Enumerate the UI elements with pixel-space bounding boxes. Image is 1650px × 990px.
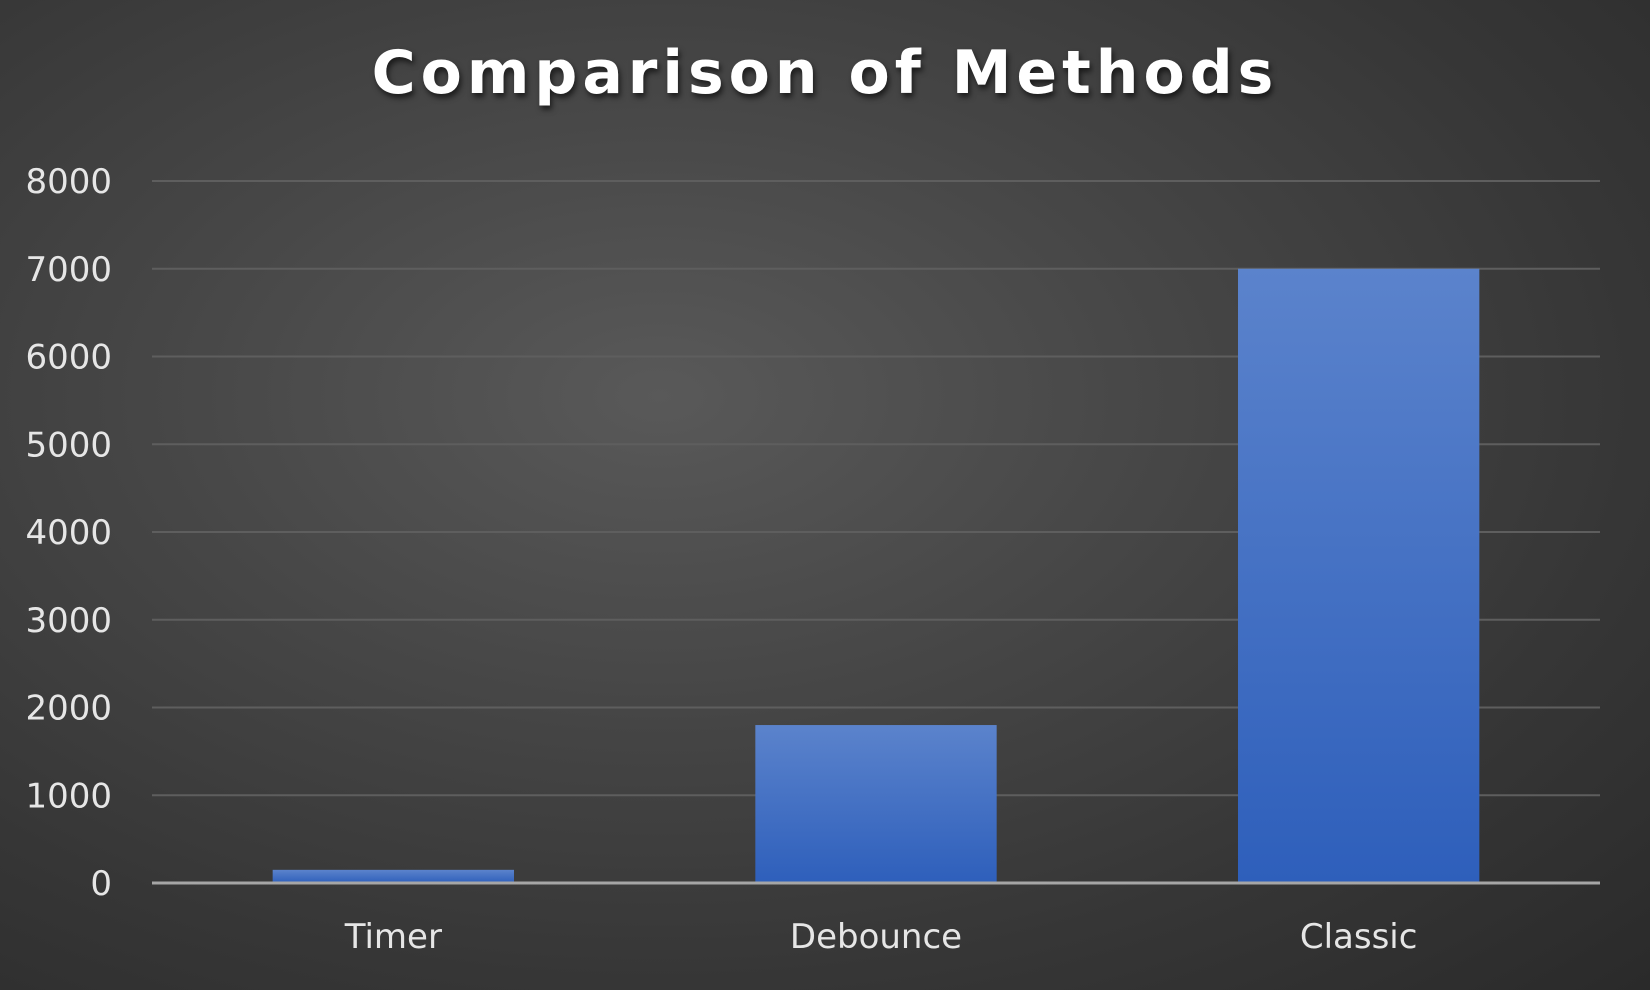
bar-debounce — [755, 725, 997, 883]
y-tick-label: 1000 — [25, 776, 112, 816]
chart-title: Comparison of Methods — [371, 38, 1279, 108]
y-tick-label: 7000 — [25, 250, 112, 290]
y-tick-label: 6000 — [25, 338, 112, 378]
x-category-label: Debounce — [790, 917, 962, 957]
y-tick-label: 5000 — [25, 425, 112, 465]
bar-classic — [1238, 268, 1480, 883]
y-tick-label: 3000 — [25, 601, 112, 641]
bar-timer — [272, 869, 514, 883]
x-category-label: Timer — [344, 917, 442, 957]
y-tick-label: 8000 — [25, 162, 112, 202]
y-tick-label: 0 — [90, 864, 112, 904]
y-axis-tick-labels: 0 1000 2000 3000 4000 5000 6000 7000 8000 — [25, 162, 112, 904]
y-tick-label: 4000 — [25, 513, 112, 553]
bars — [272, 268, 1480, 883]
x-category-label: Classic — [1300, 917, 1418, 957]
x-axis-category-labels: Timer Debounce Classic — [344, 917, 1418, 957]
y-tick-label: 2000 — [25, 689, 112, 729]
